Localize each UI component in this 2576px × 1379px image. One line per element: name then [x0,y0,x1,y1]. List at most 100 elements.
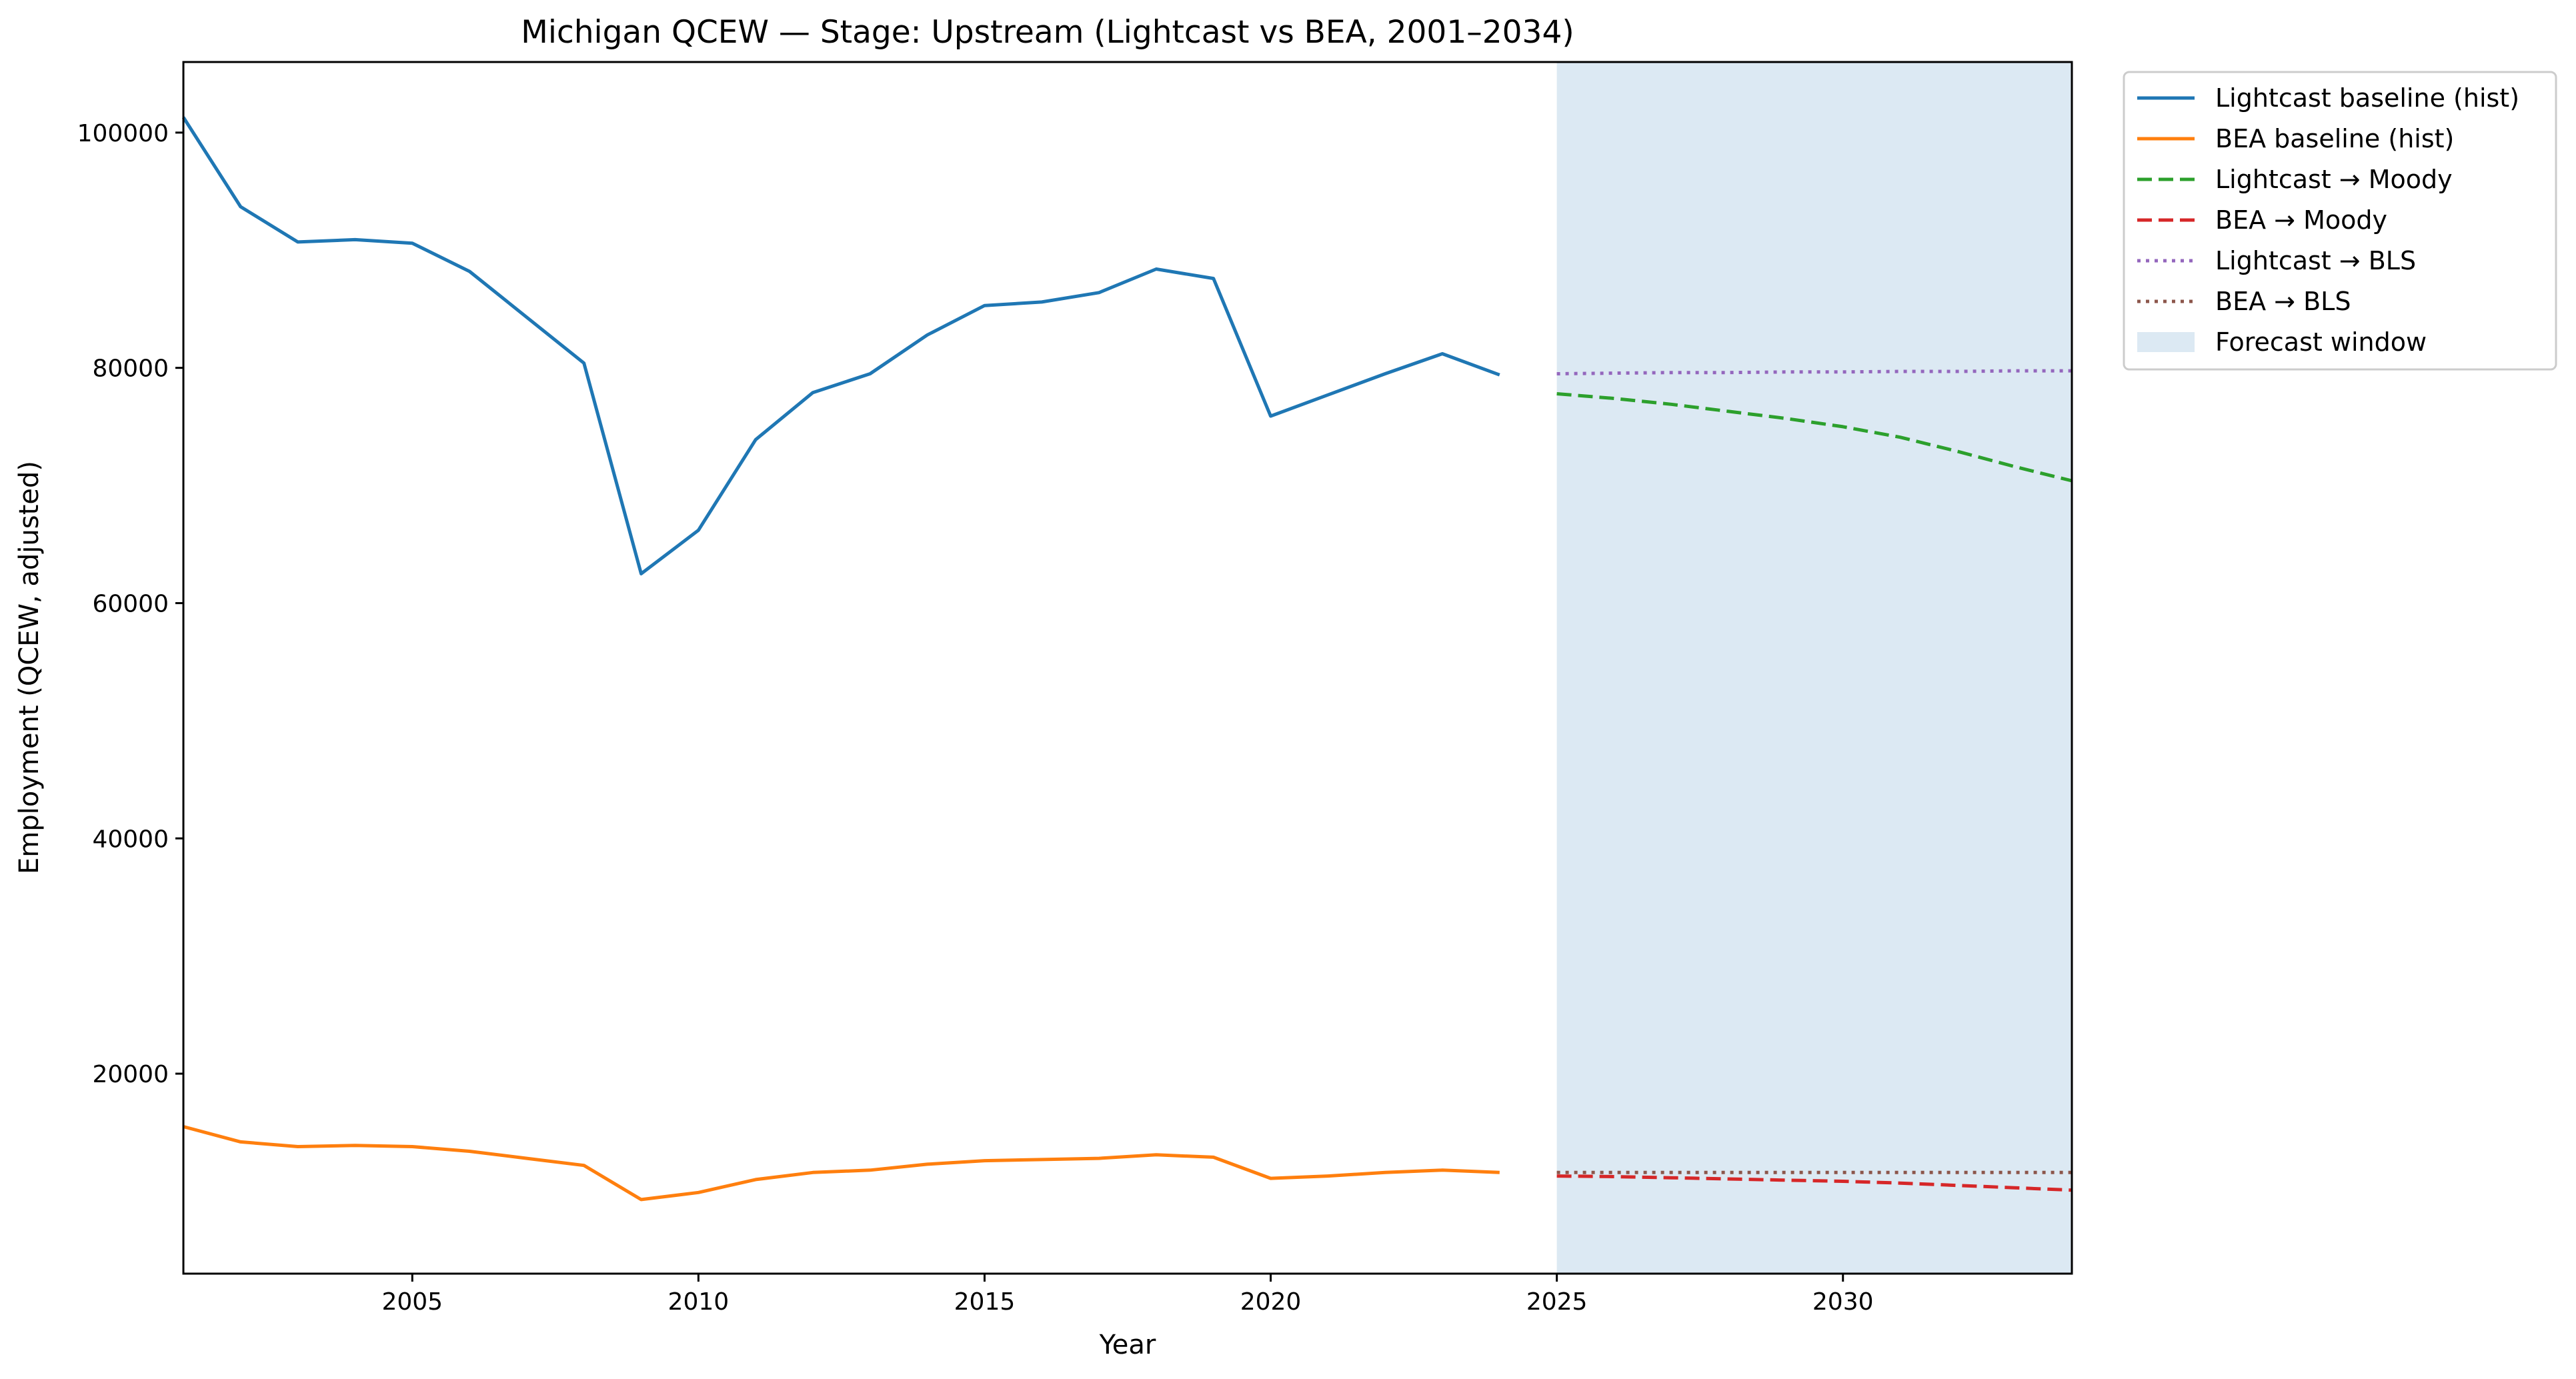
data-point [1326,1174,1330,1178]
data-point [1726,409,1730,413]
data-point [1612,371,1616,375]
data-point [1612,1174,1616,1178]
legend-label: BEA → Moody [2215,205,2387,235]
data-point [1726,1170,1730,1174]
data-point [353,237,357,241]
legend-label: Lightcast → Moody [2215,165,2453,194]
legend-item: Lightcast baseline (hist) [2137,83,2519,113]
data-point [582,361,586,365]
data-point [1841,425,1845,429]
data-point [1784,417,1788,421]
data-point [1154,1153,1158,1157]
data-point [1784,1170,1788,1174]
data-point [1955,1184,1959,1188]
data-point [1097,291,1101,295]
data-point [1555,1170,1559,1174]
data-point [982,1159,986,1163]
x-axis: 2005 2010 2015 2020 2025 2030 [381,1274,1874,1316]
data-point [1898,435,1902,439]
data-point [467,1150,471,1154]
x-tick-label: 2010 [668,1288,730,1316]
data-point [2013,1186,2017,1190]
series-line [183,1125,1500,1202]
data-point [868,371,872,375]
y-tick-label: 40000 [92,826,169,853]
data-point [2013,465,2017,469]
series-1 [183,1125,1502,1202]
data-point [1955,369,1959,373]
data-point [1498,1170,1502,1174]
data-point [582,1164,586,1168]
data-point [1898,1181,1902,1185]
data-point [1726,1177,1730,1181]
data-point [1097,1156,1101,1160]
series-line [1556,392,2073,483]
data-point [868,1168,872,1172]
data-point [239,1140,243,1144]
y-tick-label: 60000 [92,590,169,617]
data-point [410,241,414,245]
data-point [296,1144,300,1148]
y-axis-label: Employment (QCEW, adjusted) [14,461,45,874]
data-point [296,240,300,244]
data-point [982,303,986,307]
data-point [1784,370,1788,374]
legend-label: BEA → BLS [2215,287,2351,316]
legend-item: Lightcast → BLS [2137,246,2416,275]
legend-label: Forecast window [2215,327,2427,357]
data-point [1326,393,1330,397]
data-point [754,437,758,441]
y-axis: 20000 40000 60000 80000 100000 [77,120,183,1088]
data-point [1669,1170,1673,1174]
data-point [1841,370,1845,374]
data-point [1669,402,1673,406]
plot-area [181,61,2073,1275]
data-point [1440,351,1444,355]
series-0 [181,116,1502,575]
chart-title: Michigan QCEW — Stage: Upstream (Lightca… [521,14,1574,51]
data-point [754,1178,758,1182]
legend-swatch [2137,332,2195,352]
x-axis-label: Year [1099,1330,1156,1360]
data-point [1154,267,1158,271]
data-point [1555,371,1559,375]
data-point [1555,391,1559,395]
data-point [1440,1168,1444,1172]
data-point [1612,1170,1616,1174]
data-point [525,315,529,319]
legend-label: Lightcast baseline (hist) [2215,83,2519,113]
data-point [1269,1176,1273,1180]
data-point [696,528,700,532]
data-point [1212,277,1216,281]
data-point [353,1144,357,1148]
data-point [926,1162,930,1166]
x-tick-label: 2005 [381,1288,443,1316]
data-point [1841,1170,1845,1174]
legend-item: Forecast window [2137,327,2427,357]
plot-frame [182,61,2073,1275]
series-line [1556,1174,2073,1192]
forecast-window-shade [1556,62,2072,1274]
data-point [1955,1170,1959,1174]
data-point [639,1198,643,1202]
data-point [1383,1170,1387,1174]
data-point [1955,449,1959,453]
x-tick-label: 2020 [1240,1288,1302,1316]
data-point [1498,373,1502,377]
data-point [1040,300,1044,304]
data-point [2013,1170,2017,1174]
data-point [525,1156,529,1160]
data-point [1669,371,1673,375]
legend-item: BEA → Moody [2137,205,2387,235]
data-point [239,205,243,209]
x-tick-label: 2025 [1526,1288,1588,1316]
data-point [1040,1158,1044,1162]
legend-label: BEA baseline (hist) [2215,124,2454,153]
legend-item: Lightcast → Moody [2137,165,2453,194]
legend-label: Lightcast → BLS [2215,246,2416,275]
data-point [410,1144,414,1148]
y-tick-label: 80000 [92,355,169,383]
data-point [1784,1178,1788,1182]
data-point [1726,371,1730,375]
y-tick-label: 100000 [77,120,169,147]
